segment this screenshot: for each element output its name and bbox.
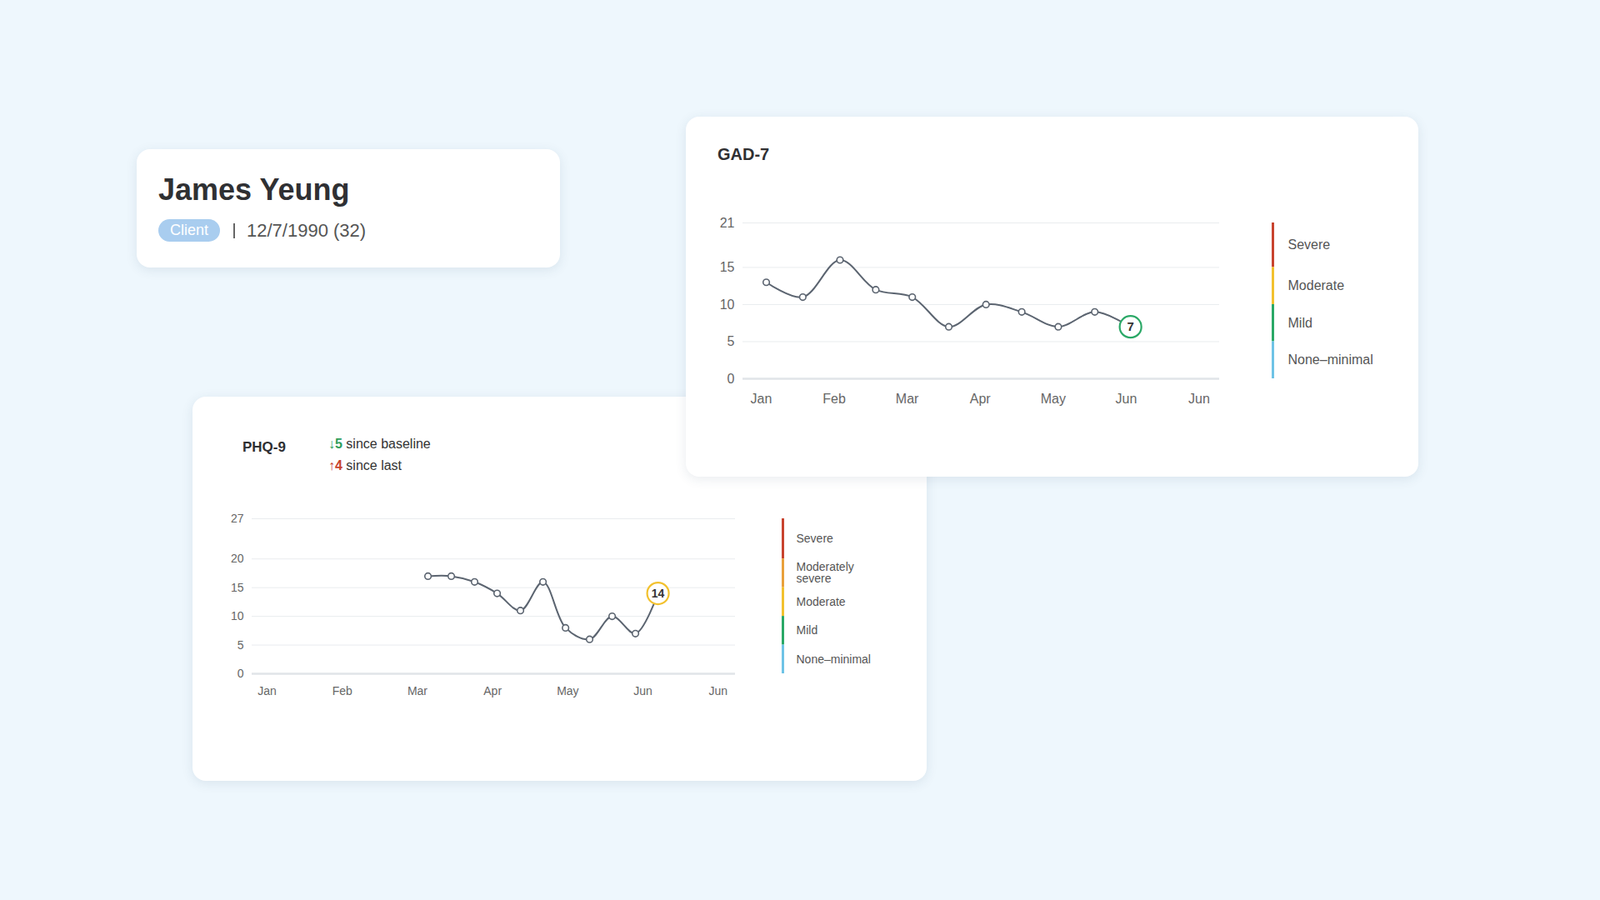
svg-text:5: 5 bbox=[237, 638, 245, 652]
svg-text:Moderatelysevere: Moderatelysevere bbox=[796, 560, 855, 585]
svg-text:Moderate: Moderate bbox=[1288, 278, 1345, 293]
svg-text:Jan: Jan bbox=[750, 391, 773, 406]
svg-text:None–minimal: None–minimal bbox=[796, 652, 871, 666]
svg-text:0: 0 bbox=[727, 371, 735, 386]
svg-text:Jun: Jun bbox=[708, 684, 728, 698]
svg-text:Moderate: Moderate bbox=[796, 595, 846, 609]
html-text:↑4 since last: ↑4 since last bbox=[328, 458, 402, 473]
svg-text:0: 0 bbox=[237, 666, 245, 680]
svg-text:20: 20 bbox=[230, 551, 245, 565]
svg-text:May: May bbox=[556, 684, 579, 698]
svg-text:5: 5 bbox=[727, 334, 735, 349]
svg-text:Jan: Jan bbox=[257, 684, 277, 698]
svg-text:Apr: Apr bbox=[970, 391, 992, 406]
html-text:GAD-7: GAD-7 bbox=[717, 145, 770, 164]
svg-text:Apr: Apr bbox=[483, 684, 502, 698]
svg-text:Feb: Feb bbox=[332, 684, 353, 698]
svg-text:10: 10 bbox=[720, 297, 735, 312]
html-text:James Yeung: James Yeung bbox=[158, 172, 350, 207]
html-text:Client: Client bbox=[170, 221, 209, 239]
svg-text:Mild: Mild bbox=[1288, 315, 1313, 330]
svg-text:Severe: Severe bbox=[1288, 237, 1331, 252]
svg-text:15: 15 bbox=[230, 580, 245, 595]
svg-text:May: May bbox=[1040, 391, 1066, 406]
html-text:PHQ-9: PHQ-9 bbox=[242, 439, 286, 455]
svg-text:15: 15 bbox=[720, 260, 735, 275]
svg-text:Jun: Jun bbox=[1115, 391, 1137, 406]
svg-text:Mild: Mild bbox=[796, 623, 819, 637]
svg-text:Mar: Mar bbox=[407, 684, 428, 698]
svg-text:10: 10 bbox=[230, 609, 245, 623]
svg-text:Severe: Severe bbox=[796, 531, 835, 545]
svg-text:7: 7 bbox=[1126, 319, 1134, 334]
html-text:↓5 since baseline: ↓5 since baseline bbox=[328, 436, 431, 451]
html-text:12/7/1990 (32): 12/7/1990 (32) bbox=[246, 219, 366, 241]
svg-text:Mar: Mar bbox=[895, 391, 920, 406]
svg-text:Jun: Jun bbox=[633, 684, 653, 698]
svg-text:Feb: Feb bbox=[822, 391, 846, 406]
svg-text:27: 27 bbox=[230, 511, 245, 525]
svg-text:21: 21 bbox=[720, 215, 735, 230]
svg-text:Jun: Jun bbox=[1188, 391, 1210, 406]
svg-text:14: 14 bbox=[651, 586, 665, 600]
svg-text:None–minimal: None–minimal bbox=[1288, 352, 1374, 367]
